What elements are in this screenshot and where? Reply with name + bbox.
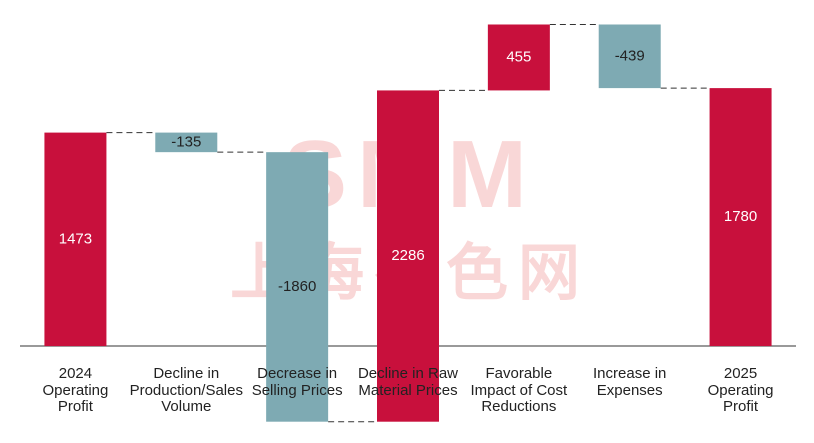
x-tick-label-line: Decline in Raw — [357, 365, 459, 382]
data-label: 455 — [506, 48, 531, 65]
data-label: -135 — [171, 133, 201, 150]
bar — [266, 152, 329, 422]
x-tick-label-line: 2025 — [723, 365, 758, 382]
x-tick-label-line: Profit — [57, 398, 93, 415]
bar — [377, 90, 439, 422]
data-label: 2286 — [391, 247, 424, 264]
bar — [709, 88, 772, 347]
x-tick-label-line: 2024 — [58, 365, 93, 382]
x-tick-label: Favorable Impact of Cost Reductions — [460, 365, 578, 416]
data-label: -439 — [615, 47, 645, 64]
x-tick-label-line: Favorable — [485, 365, 553, 382]
x-tick-label-line: Increase in — [593, 365, 667, 382]
x-tick-label-line: Volume — [161, 398, 212, 415]
x-tick-label-line: Selling Prices — [251, 381, 343, 399]
x-tick-label-line: Profit — [723, 398, 759, 415]
bar — [44, 132, 107, 347]
data-label: 1780 — [724, 208, 757, 225]
x-tick-label: 2025 Operating Profit — [682, 365, 800, 416]
x-tick-label-line: Operating — [42, 381, 109, 399]
x-tick-label-line: Impact of Cost — [470, 381, 568, 399]
x-tick-label: Decline in Production/Sales Volume — [127, 365, 245, 416]
x-tick-label: 2024 Operating Profit — [16, 365, 134, 416]
x-tick-label-line: Decline in — [153, 365, 220, 382]
data-label: -1860 — [278, 278, 316, 295]
x-tick-label-line: Material Prices — [358, 381, 458, 399]
x-tick-label: Decrease in Selling Prices — [238, 365, 356, 399]
x-tick-label: Decline in Raw Material Prices — [349, 365, 467, 399]
x-tick-label-line: Reductions — [481, 398, 557, 415]
bar — [598, 24, 661, 89]
x-tick-label-line: Operating — [707, 381, 774, 399]
x-tick-label: Increase in Expenses — [571, 365, 689, 399]
bar — [487, 24, 550, 91]
x-tick-label-line: Expenses — [596, 381, 663, 399]
x-tick-label-line: Production/Sales — [129, 381, 243, 399]
data-label: 1473 — [59, 230, 92, 247]
bar — [155, 132, 218, 153]
x-tick-label-line: Decrease in — [257, 365, 338, 382]
